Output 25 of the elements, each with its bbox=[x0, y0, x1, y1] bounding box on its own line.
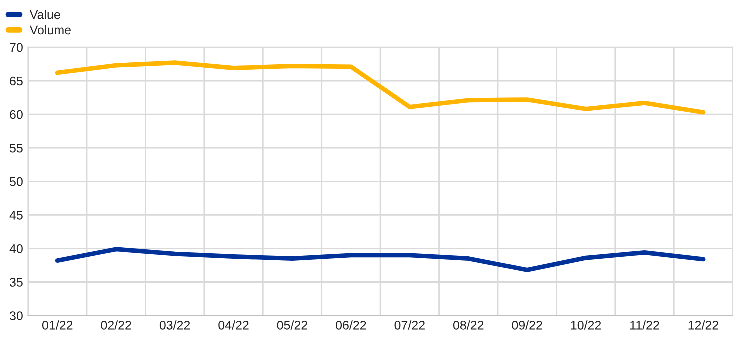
y-tick-label: 70 bbox=[10, 43, 23, 52]
x-tick-label: 02/22 bbox=[101, 320, 132, 330]
legend-label: Volume bbox=[30, 25, 71, 35]
y-tick-label: 65 bbox=[10, 76, 23, 86]
x-tick-label: 04/22 bbox=[218, 320, 249, 330]
y-tick-label: 40 bbox=[10, 244, 23, 254]
line-series bbox=[55, 247, 706, 272]
x-tick-label: 08/22 bbox=[453, 320, 484, 330]
x-tick-label: 11/22 bbox=[630, 320, 660, 330]
y-tick-label: 55 bbox=[10, 144, 23, 153]
x-tick-label: 06/22 bbox=[336, 320, 366, 330]
x-tick-label: 05/22 bbox=[277, 320, 308, 330]
x-tick-label: 01/22 bbox=[42, 320, 73, 330]
y-tick-label: 35 bbox=[10, 278, 23, 287]
x-tick-label: 03/22 bbox=[160, 320, 190, 330]
y-tick-label: 45 bbox=[10, 211, 23, 220]
legend-label: Value bbox=[30, 10, 60, 20]
y-tick-label: 50 bbox=[10, 177, 23, 186]
x-tick-label: 09/22 bbox=[512, 320, 542, 330]
line-series bbox=[55, 60, 706, 115]
x-tick-label: 07/22 bbox=[394, 320, 425, 330]
y-tick-label: 60 bbox=[10, 110, 23, 120]
x-tick-label: 10/22 bbox=[571, 320, 602, 330]
y-tick-label: 30 bbox=[10, 312, 23, 320]
x-tick-label: 12/22 bbox=[688, 320, 718, 330]
